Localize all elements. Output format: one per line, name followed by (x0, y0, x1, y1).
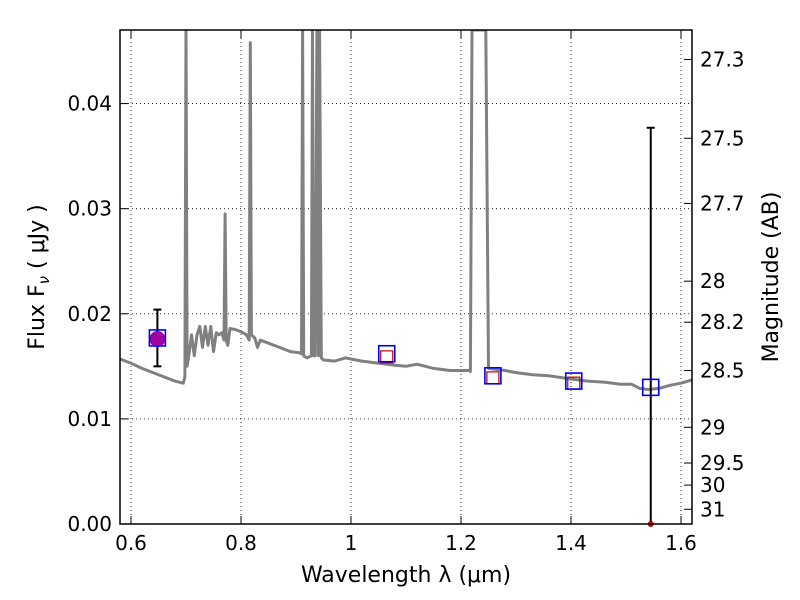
right-tick-label: 27.3 (700, 47, 745, 71)
y-axis-title: Flux Fν ( μJy ) (25, 204, 53, 349)
right-tick-label: 29 (700, 415, 725, 439)
y-tick-label: 0.03 (67, 197, 112, 221)
x-tick-label: 1 (345, 531, 358, 555)
right-tick-label: 27.5 (700, 126, 745, 150)
x-tick-label: 1.2 (445, 531, 477, 555)
x-tick-label: 0.6 (115, 531, 147, 555)
x-tick-label: 0.8 (225, 531, 257, 555)
right-tick-label: 28.2 (700, 310, 745, 334)
model-photometry-square (148, 329, 167, 347)
plot-frame (119, 29, 693, 525)
model-inner-square (486, 371, 500, 385)
right-tick-label: 29.5 (700, 451, 745, 475)
y-tick-label: 0.01 (67, 407, 112, 431)
model-inner-square (380, 350, 394, 364)
x-axis-title: Wavelength λ (μm) (301, 563, 511, 588)
x-tick-label: 1.6 (665, 531, 697, 555)
y-axis-title-main: Flux F (25, 284, 50, 349)
clipped-series (120, 30, 692, 391)
y-tick-label: 0.04 (67, 92, 112, 116)
right-tick-label: 28 (700, 269, 725, 293)
right-tick-label: 27.7 (700, 191, 745, 215)
right-tick-label: 30 (700, 473, 725, 497)
x-tick-label: 1.4 (555, 531, 587, 555)
model-photometry-square (564, 372, 583, 390)
model-photometry-square (641, 378, 660, 397)
observed-point (149, 331, 166, 348)
right-axis-title: Magnitude (AB) (759, 192, 784, 363)
y-axis-title-sub: ν (35, 276, 53, 284)
model-photometry-square (484, 366, 502, 385)
y-axis-title-unit: ( μJy ) (25, 204, 50, 276)
series-layer (120, 30, 692, 527)
right-tick-label: 31 (700, 497, 725, 521)
y-tick-label: 0.00 (67, 512, 112, 536)
y-tick-label: 0.02 (67, 302, 112, 326)
grid (120, 30, 692, 525)
right-tick-label: 28.5 (700, 359, 745, 383)
model-sed-line (120, 30, 692, 391)
model-photometry-square (377, 344, 396, 363)
ticks: 0.6 0.8 1 1.2 1.4 1.6 0.00 0.01 0.02 0.03 0.04 27.3… (67, 30, 745, 555)
